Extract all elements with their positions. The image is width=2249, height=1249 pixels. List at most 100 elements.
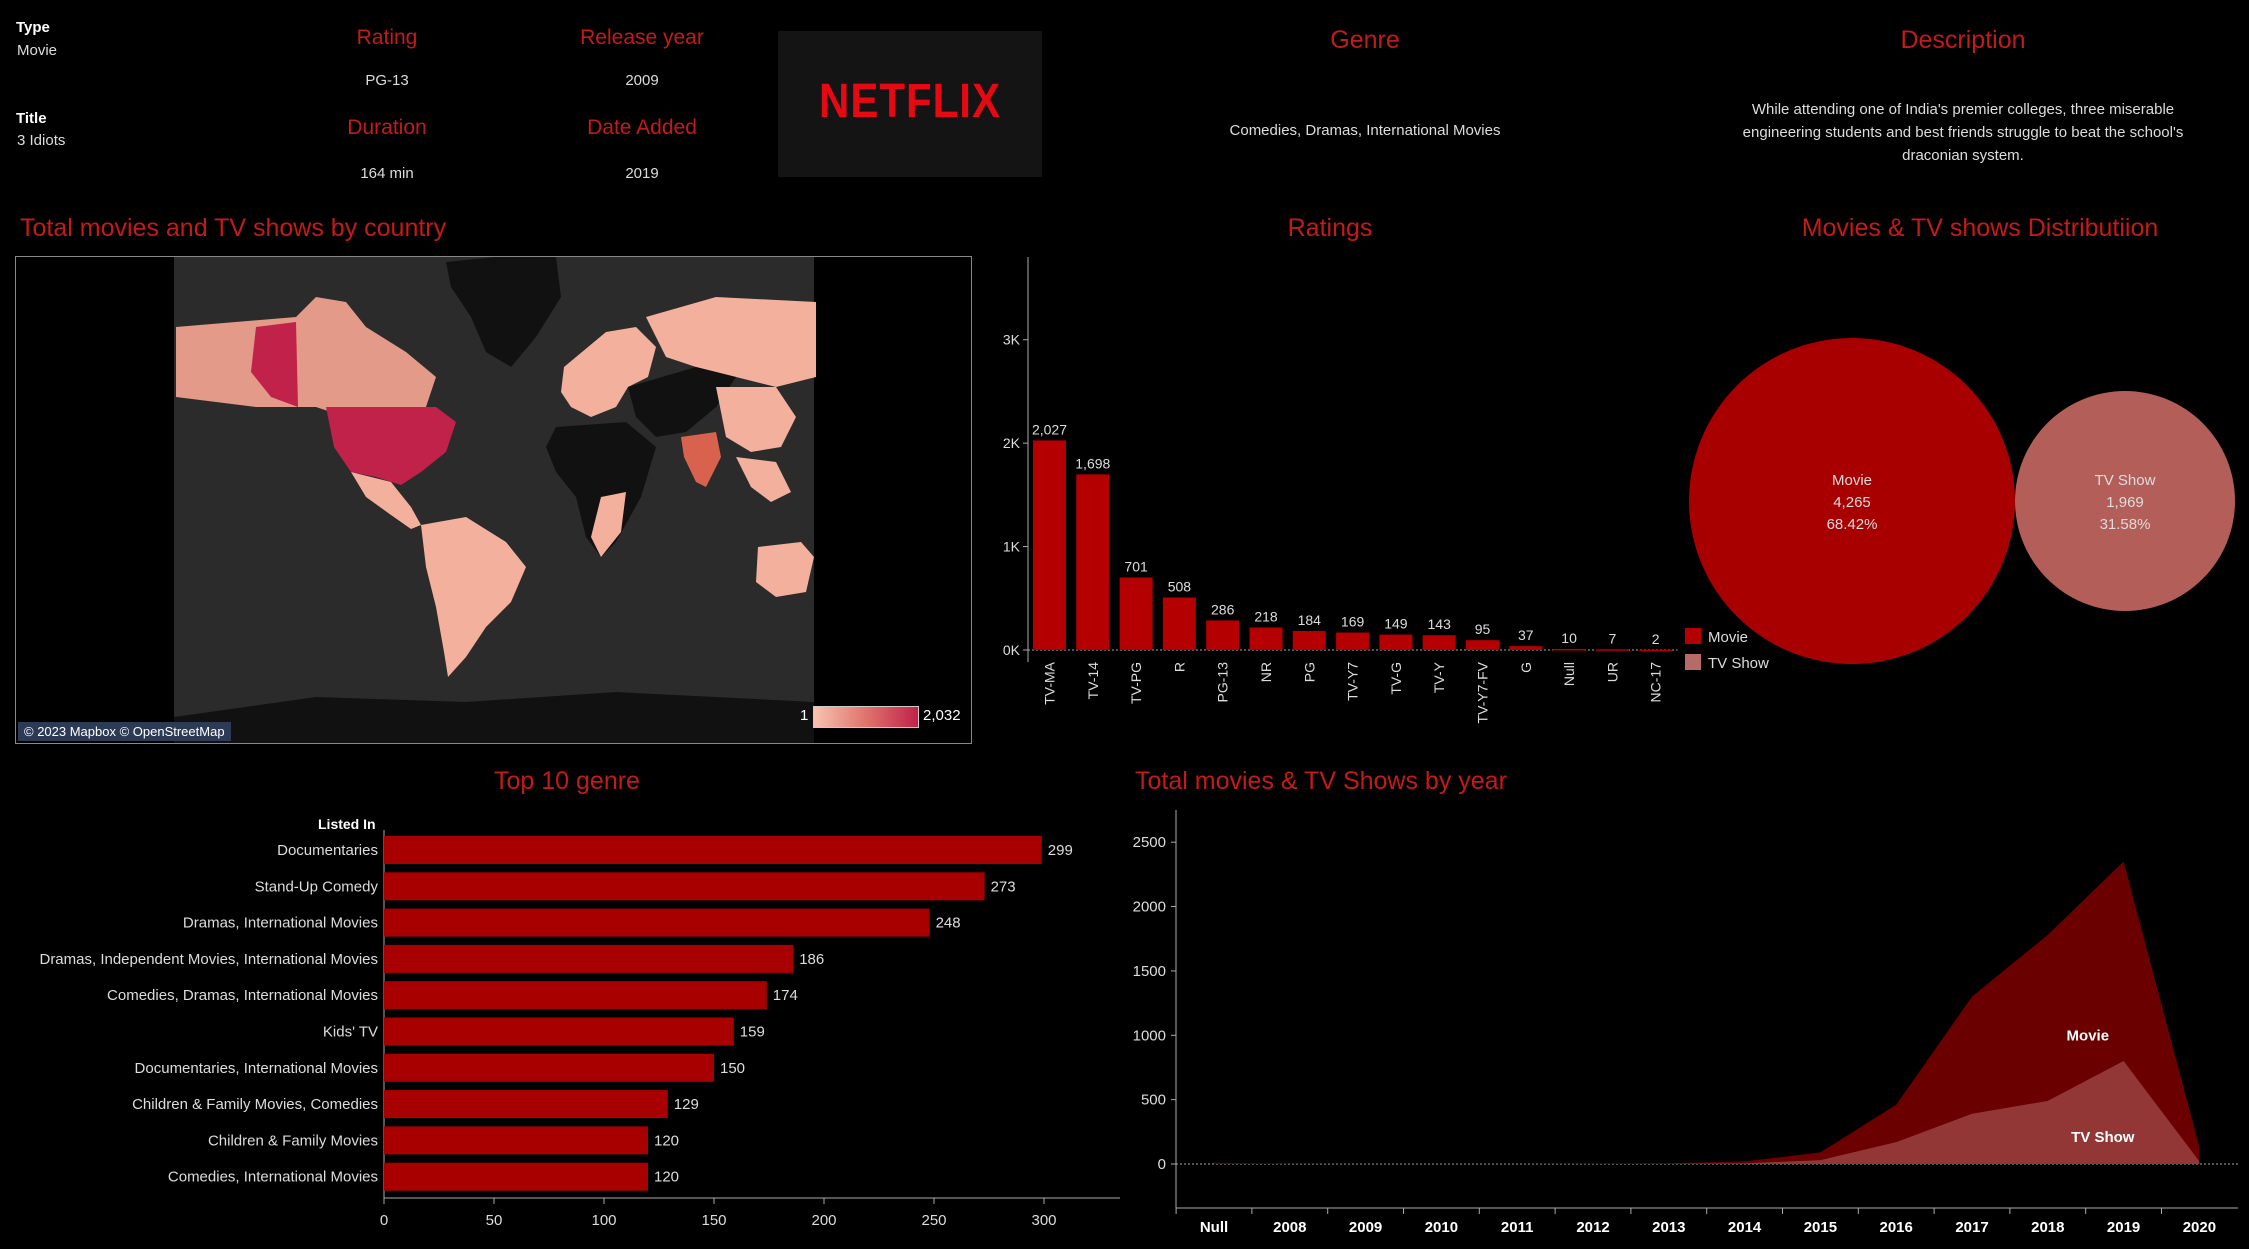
antarctica-shape — [174, 692, 814, 743]
genre-label: Genre — [1330, 26, 1400, 54]
ratings-bar — [1119, 577, 1153, 650]
title-label: Title — [16, 110, 47, 127]
genre-bar-value: 120 — [654, 1169, 679, 1186]
genre-bar — [384, 1017, 734, 1046]
ratings-bar-value: 701 — [1124, 559, 1148, 575]
year-x-tick-label: 2011 — [1501, 1219, 1534, 1236]
south-america-shape — [421, 517, 526, 677]
map-legend-gradient — [813, 706, 919, 728]
ratings-bar — [1162, 597, 1196, 650]
year-movie-area — [1214, 861, 2200, 1164]
australia-shape — [756, 542, 814, 597]
release-year-label: Release year — [580, 26, 704, 49]
duration-label: Duration — [347, 116, 427, 139]
map-attribution: © 2023 Mapbox © OpenStreetMap — [18, 722, 231, 741]
year-y-tick-label: 2500 — [1133, 834, 1166, 851]
genre-category-label: Dramas, Independent Movies, Internationa… — [39, 951, 378, 968]
genre-x-tick-label: 250 — [921, 1212, 946, 1229]
alaska-shape — [251, 322, 298, 407]
year-x-tick-label: 2019 — [2107, 1219, 2140, 1236]
title-value: 3 Idiots — [17, 132, 66, 149]
genre-x-tick-label: 0 — [380, 1212, 388, 1229]
africa-shape — [546, 422, 656, 557]
ratings-bar — [1422, 635, 1456, 650]
ratings-category-label: TV-PG — [1128, 662, 1144, 704]
rating-label: Rating — [356, 26, 418, 49]
genre-bar — [384, 1053, 714, 1082]
genre-chart-title: Top 10 genre — [494, 767, 640, 795]
year-y-tick-label: 2000 — [1133, 899, 1166, 916]
ratings-bar — [1336, 632, 1370, 650]
ratings-category-label: PG — [1301, 662, 1317, 682]
greenland-shape — [446, 257, 561, 367]
legend-movie-swatch — [1685, 628, 1701, 644]
ratings-y-tick-label: 0K — [1003, 642, 1021, 658]
genre-category-label: Kids' TV — [323, 1024, 378, 1041]
type-value: Movie — [17, 42, 58, 59]
ratings-bar-value: 2,027 — [1032, 421, 1067, 437]
genre-x-tick-label: 100 — [591, 1212, 616, 1229]
ratings-bar — [1249, 627, 1283, 650]
ratings-bar — [1552, 648, 1586, 651]
genre-x-tick-label: 150 — [701, 1212, 726, 1229]
genre-x-tick-label: 50 — [486, 1212, 503, 1229]
legend-tv-swatch — [1685, 654, 1701, 670]
genre-bar-value: 120 — [654, 1132, 679, 1149]
year-x-tick-label: 2016 — [1880, 1219, 1913, 1236]
genre-category-label: Comedies, International Movies — [168, 1169, 378, 1186]
ratings-category-label: TV-Y7-FV — [1475, 661, 1491, 723]
genre-bar — [384, 1090, 668, 1119]
year-y-tick-label: 0 — [1158, 1156, 1166, 1173]
ratings-bar-value: 1,698 — [1075, 455, 1110, 471]
year-movie-series-label: Movie — [2067, 1027, 2110, 1044]
netflix-logo: NETFLIX — [819, 73, 1001, 128]
year-x-tick-label: 2012 — [1576, 1219, 1609, 1236]
genre-chart: 299 Documentaries 273 Stand-Up Comedy 248 Dra… — [39, 830, 1120, 1229]
genre-bar-value: 150 — [720, 1060, 745, 1077]
ratings-category-label: TV-14 — [1085, 662, 1101, 700]
ratings-category-label: R — [1171, 662, 1187, 672]
ratings-y-tick-label: 3K — [1003, 332, 1021, 348]
date-added-value: 2019 — [625, 165, 659, 182]
genre-bar — [384, 836, 1042, 864]
ratings-bar-value: 508 — [1168, 578, 1192, 594]
ratings-bar-value: 143 — [1428, 616, 1452, 632]
description-value: While attending one of India's premier c… — [1742, 101, 2184, 164]
netflix-logo-box: NETFLIX — [778, 31, 1042, 177]
year-x-tick-label: 2015 — [1804, 1219, 1837, 1236]
genre-bar-value: 248 — [936, 915, 961, 932]
ratings-bar — [1639, 649, 1673, 652]
tv-bubble[interactable]: TV Show 1,969 31.58% — [2015, 391, 2235, 611]
movie-bubble[interactable]: Movie 4,265 68.42% — [1689, 338, 2015, 664]
genre-bar-value: 186 — [799, 951, 824, 968]
genre-bar-value: 174 — [773, 987, 798, 1004]
year-y-tick-label: 500 — [1141, 1092, 1166, 1109]
tv-bubble-pct: 31.58% — [2099, 516, 2151, 533]
year-x-tick-label: 2017 — [1955, 1219, 1988, 1236]
year-x-tick-label: 2020 — [2183, 1219, 2216, 1236]
ratings-bar-value: 37 — [1518, 627, 1534, 643]
genre-category-label: Dramas, International Movies — [183, 915, 378, 932]
date-added-label: Date Added — [587, 116, 697, 139]
rating-value: PG-13 — [365, 72, 409, 89]
genre-bar — [384, 1162, 648, 1191]
genre-chart-header: Listed In — [318, 816, 376, 832]
ratings-category-label: UR — [1604, 662, 1620, 682]
description-label: Description — [1900, 26, 2026, 54]
type-label: Type — [16, 19, 50, 36]
genre-category-label: Children & Family Movies, Comedies — [132, 1096, 378, 1113]
se-asia-shape — [736, 457, 791, 502]
year-x-tick-label: 2013 — [1652, 1219, 1685, 1236]
tv-bubble-count: 1,969 — [2106, 494, 2144, 511]
genre-bar-value: 129 — [674, 1096, 699, 1113]
ratings-bar-value: 149 — [1384, 616, 1408, 632]
year-x-tick-label: 2010 — [1425, 1219, 1458, 1236]
ratings-bar — [1595, 649, 1629, 651]
genre-x-tick-label: 200 — [811, 1212, 836, 1229]
release-year-value: 2009 — [625, 72, 659, 89]
usa-shape — [326, 407, 456, 485]
country-map[interactable]: © 2023 Mapbox © OpenStreetMap 1 2,032 — [15, 256, 972, 744]
ratings-category-label: TV-Y — [1431, 661, 1447, 693]
year-chart: 0 500 1000 1500 2000 2500 Null 2008 2009 2010 2011… — [1133, 810, 2238, 1236]
europe-shape — [561, 327, 656, 417]
